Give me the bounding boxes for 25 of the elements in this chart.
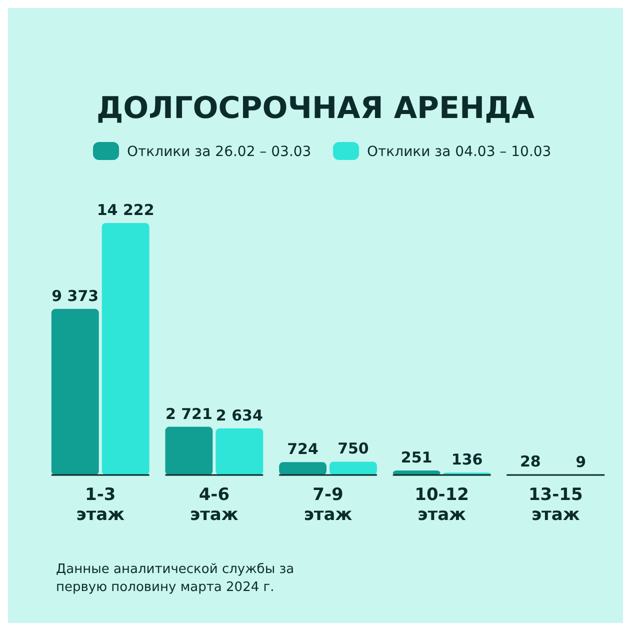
x-tick-label: 1-3 этаж [76, 485, 125, 525]
data-label: 9 [576, 452, 586, 471]
bar [279, 462, 326, 475]
bar [330, 462, 377, 475]
data-label: 251 [400, 448, 432, 467]
data-label: 136 [451, 450, 483, 469]
text: Данные аналитической службы за первую половину марта 2024 г. [56, 562, 294, 595]
data-label: 724 [287, 440, 318, 458]
data-label: 2 634 [216, 406, 263, 424]
bar [216, 428, 264, 475]
x-tick-label: 10-12 этаж [414, 485, 470, 525]
bar [165, 426, 213, 475]
x-tick-label: 13-15 этаж [528, 485, 583, 525]
x-tick-label: 7-9 этаж [304, 485, 352, 525]
bar [51, 308, 99, 475]
data-label: 750 [338, 440, 369, 458]
data-label: 2 721 [165, 404, 212, 423]
x-tick-label: 4-6 этаж [190, 485, 238, 525]
legend-label: Отклики за 04.03 – 10.03 [367, 144, 552, 160]
legend-label: Отклики за 26.02 – 03.03 [127, 144, 312, 160]
data-label: 14 222 [96, 201, 154, 219]
data-label: 9 373 [52, 286, 99, 305]
chart-title: ДОЛГОСРОЧНАЯ АРЕНДА [96, 91, 536, 126]
bar [102, 223, 150, 475]
data-label: 28 [520, 452, 541, 471]
